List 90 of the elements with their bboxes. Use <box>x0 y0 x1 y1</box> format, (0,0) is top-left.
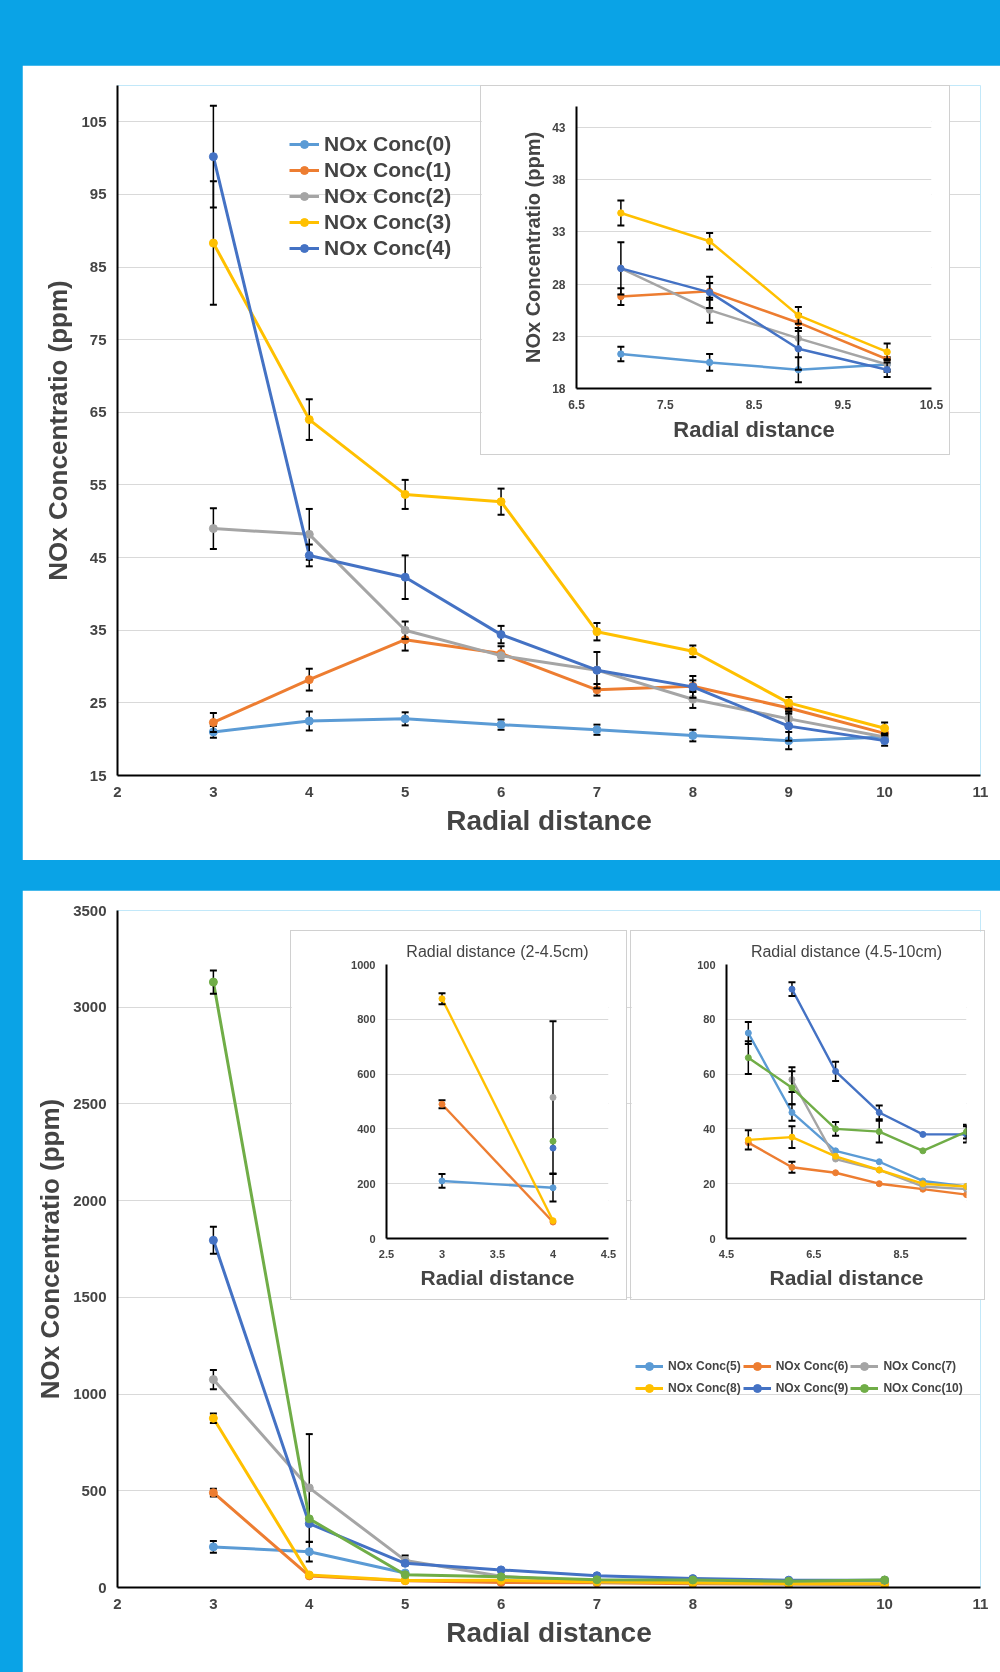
x-tick-label: 2 <box>113 1594 122 1612</box>
y-tick-label: 35 <box>89 621 107 639</box>
x-tick-label: 3 <box>209 782 218 800</box>
y-tick-label: 75 <box>89 330 107 348</box>
legend-label: NOx Conc(2) <box>324 184 452 208</box>
y-tick-label: 105 <box>81 112 107 130</box>
y-tick-label: 200 <box>357 1177 376 1190</box>
legend-label: NOx Conc(1) <box>324 158 452 182</box>
x-tick-label: 6.5 <box>568 397 586 412</box>
x-axis-title: Radial distance <box>673 416 835 442</box>
chart-title: Radial distance (2-4.5cm) <box>406 942 589 960</box>
x-tick-label: 3 <box>209 1594 218 1612</box>
y-tick-label: 0 <box>98 1578 107 1596</box>
x-tick-label: 10 <box>876 782 893 800</box>
y-tick-label: 95 <box>89 185 107 203</box>
x-tick-label: 8.5 <box>893 1247 909 1260</box>
y-tick-label: 1000 <box>73 1385 107 1403</box>
x-tick-label: 4 <box>549 1247 557 1260</box>
x-tick-label: 9.5 <box>834 397 852 412</box>
y-tick-label: 2500 <box>73 1094 107 1112</box>
y-tick-label: 800 <box>357 1013 376 1026</box>
x-tick-label: 8 <box>688 782 698 800</box>
x-tick-label: 8 <box>688 1594 698 1612</box>
legend-label: NOx Conc(5) <box>668 1359 741 1373</box>
y-tick-label: 25 <box>89 693 107 711</box>
x-tick-label: 6 <box>496 1594 506 1612</box>
chart-title: Radial distance (4.5-10cm) <box>750 942 943 960</box>
x-tick-label: 2 <box>113 782 122 800</box>
x-tick-label: 3 <box>438 1247 446 1260</box>
legend-label: NOx Conc(7) <box>883 1359 957 1373</box>
y-axis-title: NOx Concentratio (ppm) <box>35 1098 66 1400</box>
y-tick-label: 28 <box>552 277 566 292</box>
y-tick-label: 38 <box>552 173 566 188</box>
y-tick-label: 1500 <box>73 1288 107 1306</box>
y-tick-label: 43 <box>552 120 566 135</box>
x-tick-label: 5 <box>401 782 410 800</box>
x-tick-label: 7.5 <box>656 397 674 412</box>
x-tick-label: 5 <box>401 1594 410 1612</box>
x-tick-label: 4.5 <box>718 1247 735 1260</box>
x-tick-label: 10 <box>876 1594 893 1612</box>
legend-label: NOx Conc(8) <box>668 1381 741 1395</box>
y-tick-label: 3500 <box>73 901 107 919</box>
x-axis-title: Radial distance <box>446 1616 652 1648</box>
x-tick-label: 2.5 <box>378 1247 395 1260</box>
y-tick-label: 40 <box>703 1122 716 1135</box>
x-tick-label: 4 <box>305 782 315 800</box>
y-axis-title: NOx Concentratio (ppm) <box>43 280 74 581</box>
x-tick-label: 4 <box>305 1594 315 1612</box>
x-tick-label: 7 <box>592 1594 602 1612</box>
x-axis-title: Radial distance <box>769 1265 924 1289</box>
y-tick-label: 0 <box>709 1232 716 1245</box>
x-tick-label: 9 <box>784 1594 793 1612</box>
y-tick-label: 55 <box>89 475 107 493</box>
y-tick-label: 23 <box>552 329 566 344</box>
y-tick-label: 85 <box>89 258 107 276</box>
x-tick-label: 9 <box>784 782 793 800</box>
x-tick-label: 4.5 <box>600 1247 617 1260</box>
x-axis-title: Radial distance <box>420 1265 575 1289</box>
y-tick-label: 65 <box>89 403 107 421</box>
x-tick-label: 7 <box>592 782 602 800</box>
x-axis-title: Radial distance <box>446 804 652 836</box>
legend-label: NOx Conc(4) <box>324 236 452 260</box>
y-tick-label: 45 <box>89 548 107 566</box>
y-tick-label: 600 <box>357 1068 376 1081</box>
y-tick-label: 1000 <box>351 958 376 971</box>
legend-label: NOx Conc(6) <box>775 1359 849 1373</box>
y-tick-label: 33 <box>552 225 566 240</box>
y-tick-label: 60 <box>703 1068 716 1081</box>
y-axis-title: NOx Concentratio (ppm) <box>522 131 545 364</box>
x-tick-label: 11 <box>972 782 989 800</box>
x-tick-label: 6 <box>496 782 506 800</box>
legend-label: NOx Conc(0) <box>324 132 452 156</box>
legend-label: NOx Conc(10) <box>883 1381 963 1395</box>
y-tick-label: 18 <box>552 382 566 396</box>
legend-label: NOx Conc(3) <box>324 210 452 234</box>
x-tick-label: 10.5 <box>919 397 944 412</box>
x-tick-label: 11 <box>972 1594 989 1612</box>
legend-label: NOx Conc(9) <box>775 1381 849 1395</box>
y-tick-label: 500 <box>81 1481 107 1499</box>
y-tick-label: 2000 <box>73 1191 107 1209</box>
y-tick-label: 20 <box>703 1177 716 1190</box>
x-tick-label: 8.5 <box>745 397 763 412</box>
y-tick-label: 15 <box>89 766 107 784</box>
x-tick-label: 3.5 <box>489 1247 506 1260</box>
x-tick-label: 6.5 <box>806 1247 822 1260</box>
y-tick-label: 80 <box>703 1013 716 1026</box>
y-tick-label: 400 <box>357 1122 376 1135</box>
y-tick-label: 100 <box>697 958 716 971</box>
y-tick-label: 3000 <box>73 998 107 1016</box>
y-tick-label: 0 <box>369 1232 376 1245</box>
